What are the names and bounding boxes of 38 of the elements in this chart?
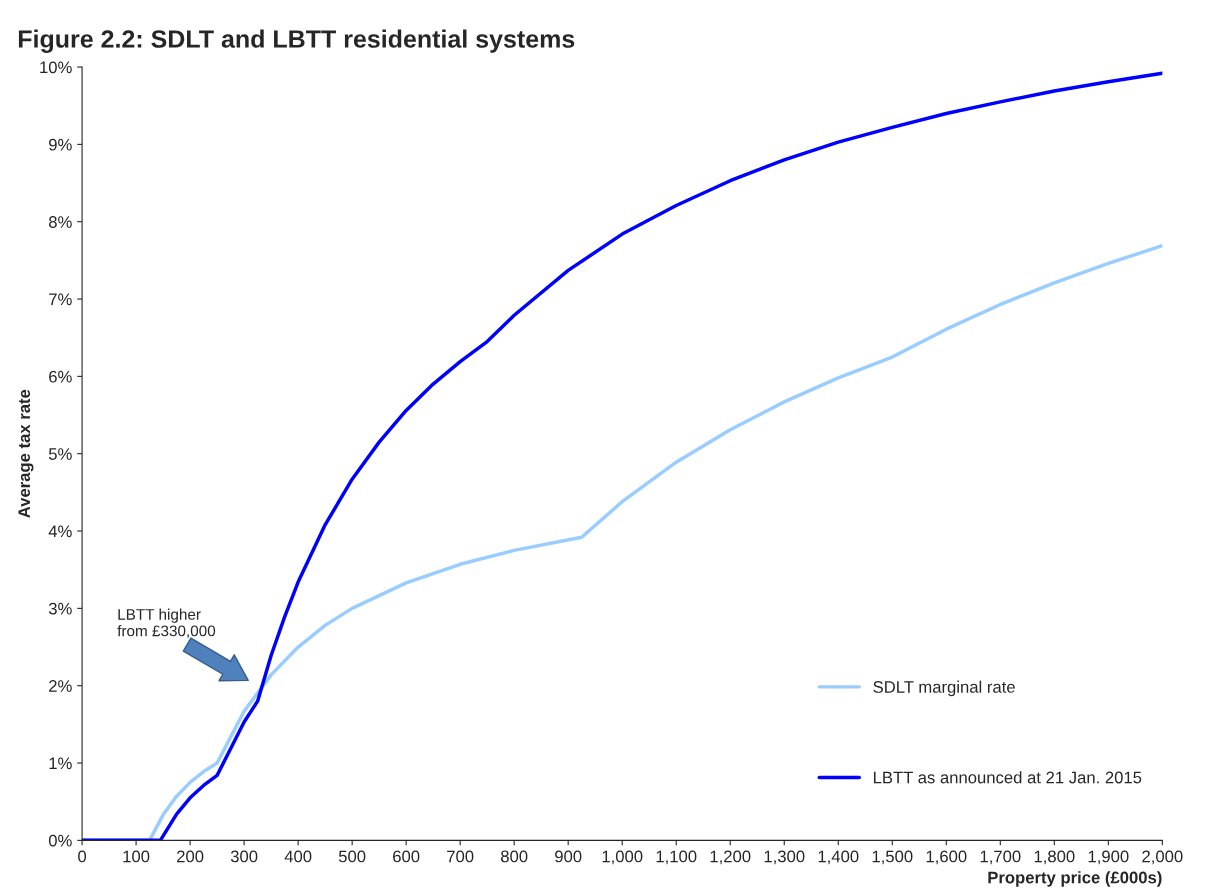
y-tick-label: 4% (48, 525, 72, 538)
x-tick-label: 700 (447, 850, 474, 863)
x-tick-label: 1,200 (710, 850, 751, 865)
x-tick-label: 200 (177, 850, 204, 863)
x-tick-label: 1,800 (1034, 850, 1075, 865)
y-tick-label: 5% (48, 448, 72, 460)
x-tick-label: 1,900 (1088, 850, 1129, 865)
x-tick-label: 500 (338, 850, 366, 863)
x-tick-label: 1,300 (764, 850, 805, 865)
x-tick-label: 1,400 (818, 850, 859, 865)
x-tick-label: 600 (393, 850, 420, 863)
x-tick-label: 2,000 (1142, 850, 1183, 865)
x-tick-label: 300 (230, 850, 258, 863)
y-tick-label: 8% (48, 216, 72, 228)
x-tick-label: 1,700 (980, 850, 1021, 865)
legend-label: LBTT as announced at 21 Jan. 2015 (873, 771, 1142, 784)
x-tick-label: 1,500 (872, 850, 913, 865)
annotation: LBTT higher from £330,000 (117, 608, 216, 639)
y-tick-label: 7% (49, 293, 72, 306)
chart-title: Figure 2.2: SDLT and LBTT residential systems (18, 29, 575, 53)
x-axis-title: Property price (£000s) (988, 871, 1162, 887)
x-tick-label: 1,600 (926, 850, 967, 865)
x-tick-label: 1,000 (602, 850, 643, 865)
x-tick-label: 100 (123, 850, 150, 863)
y-tick-label: 9% (49, 138, 72, 151)
y-tick-label: 3% (48, 602, 72, 615)
y-tick-label: 0% (48, 834, 72, 847)
x-tick-label: 1,100 (656, 850, 697, 865)
y-tick-label: 2% (49, 680, 72, 692)
y-axis-title: Average tax rate (18, 389, 34, 518)
y-tick-label: 1% (49, 757, 72, 770)
x-tick-label: 900 (555, 850, 582, 863)
legend-label: SDLT marginal rate (873, 680, 1015, 697)
y-tick-label: 6% (49, 370, 72, 383)
x-tick-label: 400 (284, 850, 312, 863)
x-tick-label: 0 (78, 850, 87, 863)
x-tick-label: 800 (501, 850, 528, 863)
y-tick-label: 10% (40, 61, 72, 74)
